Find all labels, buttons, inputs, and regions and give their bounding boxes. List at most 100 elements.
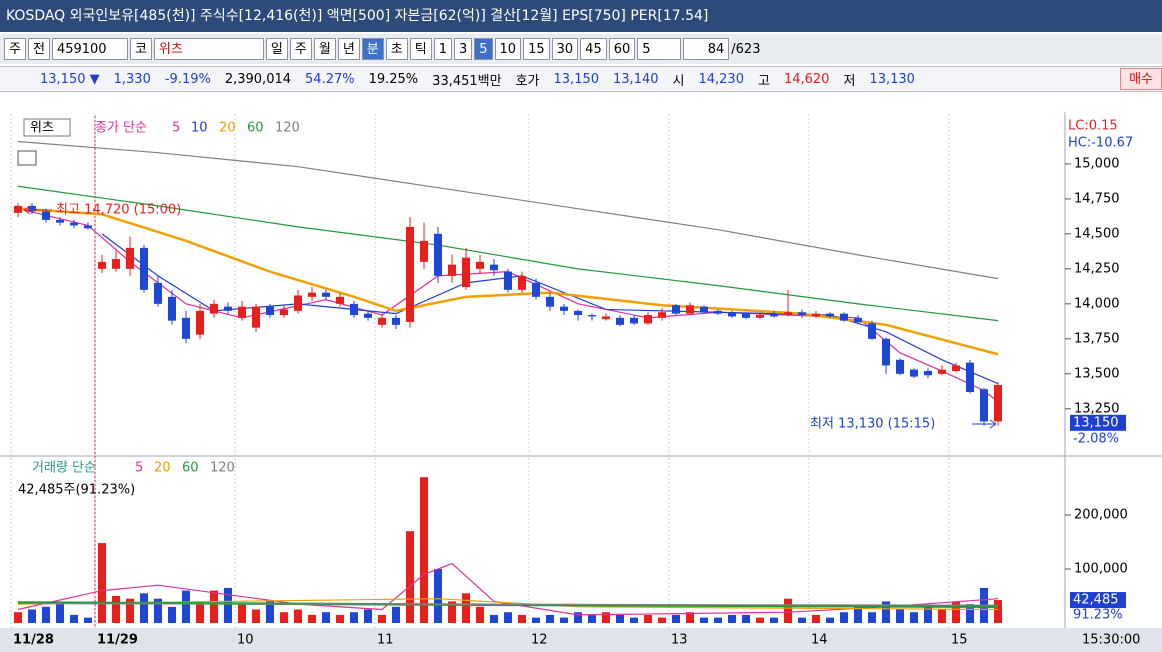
quote-item: 14,230	[698, 71, 744, 87]
period-button[interactable]: 월	[313, 38, 336, 60]
candle-body	[588, 315, 596, 317]
volume-bar	[868, 612, 876, 623]
name-input[interactable]: 위츠	[153, 38, 264, 60]
candle-body	[280, 309, 288, 316]
volume-bar	[84, 617, 92, 623]
count-total: /623	[731, 41, 761, 57]
volume-bar	[266, 601, 274, 623]
legend-entry: 120	[275, 121, 300, 136]
lc-label: LC:0.15	[1068, 119, 1118, 134]
interval-button[interactable]: 45	[580, 38, 607, 60]
candle-body	[294, 295, 302, 311]
y-tick-label: 14,500	[1074, 226, 1120, 241]
candle-body	[196, 310, 204, 335]
count-input[interactable]: 84	[683, 38, 730, 60]
code-input[interactable]: 459100	[51, 38, 128, 60]
volume-bar	[490, 614, 498, 623]
candle-body	[84, 225, 92, 229]
table-icon	[17, 150, 37, 166]
period-button[interactable]: 틱	[409, 38, 432, 60]
market-select[interactable]: 주	[4, 38, 26, 60]
volume-bar	[560, 617, 568, 623]
volume-bar	[322, 612, 330, 623]
code-label[interactable]: 전	[27, 38, 50, 60]
period-button[interactable]: 일	[265, 38, 288, 60]
volume-bar	[798, 617, 806, 623]
candle-body	[14, 205, 22, 213]
annotation-arrow	[23, 205, 52, 215]
period-button[interactable]: 년	[337, 38, 360, 60]
ma-line	[17, 602, 999, 606]
volume-bar	[28, 609, 36, 623]
candle-body	[126, 247, 134, 269]
candle-body	[700, 306, 708, 313]
x-tick-label: 12	[531, 633, 548, 648]
y-tick-label: 100,000	[1074, 561, 1128, 576]
volume-bar	[742, 614, 750, 623]
volume-bar	[756, 617, 764, 623]
candle-body	[98, 261, 106, 269]
volume-bar	[196, 601, 204, 623]
quote-item: 19.25%	[368, 71, 419, 87]
volume-bar	[294, 609, 302, 623]
candle-body	[686, 305, 694, 314]
quote-item: 13,150	[553, 71, 600, 87]
volume-bar	[532, 617, 540, 623]
legend-box	[23, 118, 71, 137]
volume-bar	[882, 601, 890, 623]
period-button[interactable]: 주	[289, 38, 312, 60]
period-button[interactable]: 초	[385, 38, 408, 60]
interval-button[interactable]: 5	[474, 38, 493, 60]
candle-body	[140, 247, 148, 290]
candle-body	[994, 385, 1002, 422]
candle-body	[56, 219, 64, 223]
y-tick-label: 14,750	[1074, 191, 1120, 206]
interval-button[interactable]: 3	[453, 38, 473, 60]
exchange-label[interactable]: 코	[129, 38, 152, 60]
period-button[interactable]: 분	[361, 38, 384, 60]
volume-bar	[168, 606, 176, 623]
interval-button[interactable]: 60	[608, 38, 636, 60]
candle-body	[980, 389, 988, 422]
ma-line	[17, 598, 999, 611]
candle-body	[770, 313, 778, 317]
volume-info: 42,485주(91.23%)	[18, 483, 135, 498]
legend-entry: 5	[172, 121, 180, 136]
volume-bar	[602, 612, 610, 623]
annotation: 최고 14,720 (15:00)	[56, 203, 181, 218]
volume-bar	[840, 612, 848, 623]
candle-body	[560, 306, 568, 311]
y-tick-label: 200,000	[1074, 507, 1128, 522]
volume-bar	[728, 614, 736, 623]
candle-body	[518, 275, 526, 290]
candle-body	[966, 362, 974, 393]
legend-subtitle: 종가 단순	[95, 121, 147, 136]
candle-body	[392, 317, 400, 325]
candle-body	[476, 261, 484, 269]
volume-bar	[616, 614, 624, 623]
interval-button[interactable]: 10	[494, 38, 522, 60]
volume-bar	[966, 604, 974, 623]
candle-body	[532, 282, 540, 297]
ma-line	[17, 140, 999, 280]
interval-button[interactable]: 15	[523, 38, 550, 60]
volume-bar	[588, 614, 596, 623]
buy-button[interactable]: 매수	[1120, 68, 1162, 90]
interval-button[interactable]: 30	[551, 38, 579, 60]
interval-button[interactable]: 1	[433, 38, 452, 60]
volume-bar	[952, 601, 960, 623]
volume-bar	[980, 587, 988, 623]
candle-body	[826, 313, 834, 317]
volume-bar	[154, 598, 162, 623]
count-select[interactable]: 5	[637, 38, 682, 60]
quote-item: 호가	[515, 73, 540, 89]
candle-body	[658, 312, 666, 318]
chart-background	[0, 96, 1162, 652]
volume-bar	[546, 614, 554, 623]
candle-body	[714, 310, 722, 314]
candle-body	[350, 303, 358, 316]
y-tick-label: 13,500	[1074, 366, 1120, 381]
candle-body	[672, 305, 680, 314]
toolbar: 주 전 459100 코 위츠 일 주 월 년 분 초 틱 1 3 5 10 15 30 45 60 5 84/623	[0, 34, 1162, 64]
candle-body	[154, 282, 162, 304]
